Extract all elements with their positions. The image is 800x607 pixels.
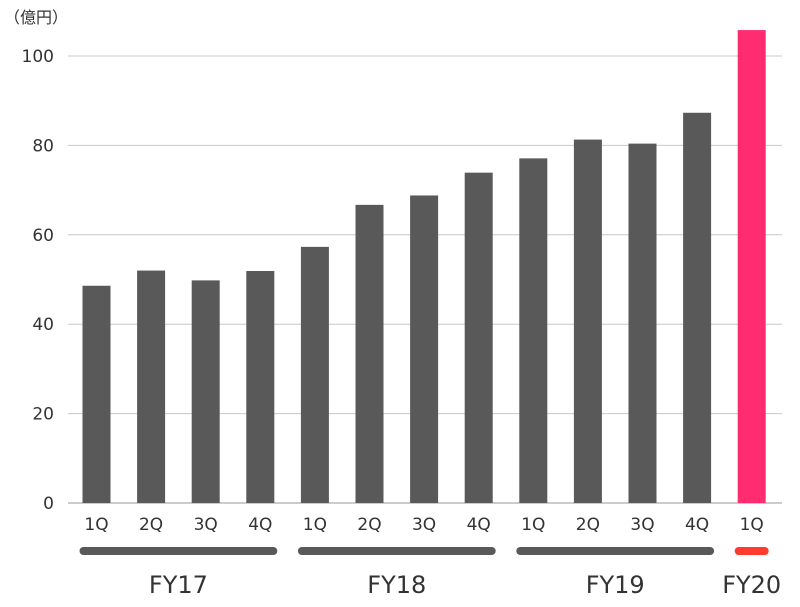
- bar-fy17-2q: [137, 270, 166, 503]
- fiscal-year-groups: FY17 FY18 FY19 FY20: [79, 547, 781, 599]
- category-label-fy19-2q: 2Q: [576, 515, 600, 535]
- bar-fy18-2q: [355, 204, 384, 503]
- bar-fy19-1q: [519, 158, 548, 503]
- bar-fy20-1q: [737, 30, 766, 503]
- x-axis-category-labels: 1Q 2Q 3Q 4Q 1Q 2Q 3Q 4Q 1Q 2Q 3Q 4Q 1Q: [84, 515, 763, 535]
- y-tick-label-60: 60: [32, 226, 54, 246]
- category-label-fy18-1q: 1Q: [303, 515, 327, 535]
- category-label-fy19-3q: 3Q: [630, 515, 654, 535]
- category-label-fy17-2q: 2Q: [139, 515, 163, 535]
- category-label-fy20-1q: 1Q: [740, 515, 764, 535]
- bar-fy19-4q: [683, 112, 712, 504]
- bar-fy17-3q: [191, 280, 220, 503]
- category-label-fy19-1q: 1Q: [521, 515, 545, 535]
- category-label-fy18-2q: 2Q: [357, 515, 381, 535]
- y-tick-label-20: 20: [32, 405, 54, 425]
- category-label-fy17-1q: 1Q: [84, 515, 108, 535]
- bar-fy17-4q: [246, 271, 275, 503]
- category-label-fy18-4q: 4Q: [467, 515, 491, 535]
- bar-fy17-1q: [82, 285, 111, 503]
- category-label-fy18-3q: 3Q: [412, 515, 436, 535]
- category-label-fy17-4q: 4Q: [248, 515, 272, 535]
- bars: [82, 30, 766, 504]
- category-label-fy19-4q: 4Q: [685, 515, 709, 535]
- category-label-fy17-3q: 3Q: [194, 515, 218, 535]
- fy-label-fy18: FY18: [367, 571, 426, 599]
- y-axis-unit-label: （億円）: [4, 8, 68, 27]
- y-tick-label-0: 0: [43, 494, 54, 514]
- fy-label-fy17: FY17: [149, 571, 208, 599]
- bar-fy18-4q: [464, 172, 493, 504]
- y-axis-tick-labels: 0 20 40 60 80 100: [22, 47, 54, 514]
- y-tick-label-100: 100: [22, 47, 54, 67]
- bar-fy18-1q: [300, 246, 329, 503]
- fy-label-fy19: FY19: [586, 571, 645, 599]
- y-tick-label-40: 40: [32, 315, 54, 335]
- bar-fy19-2q: [573, 139, 602, 504]
- bar-fy18-3q: [410, 195, 439, 504]
- bar-fy19-3q: [628, 143, 657, 503]
- fy-label-fy20: FY20: [722, 571, 781, 599]
- y-tick-label-80: 80: [32, 136, 54, 156]
